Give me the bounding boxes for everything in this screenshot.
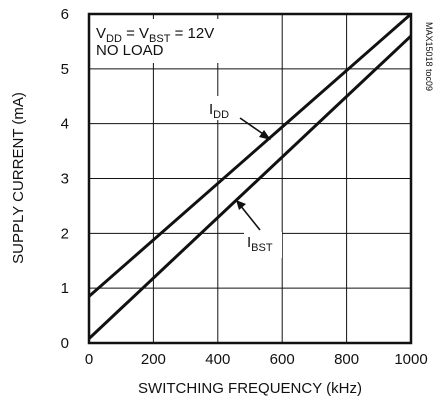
x-tick-label: 600 bbox=[270, 351, 295, 368]
series-label-idd: IDD bbox=[206, 96, 271, 140]
series-lines bbox=[87, 12, 413, 340]
series-line-ibst bbox=[87, 34, 413, 340]
condition-box bbox=[92, 19, 228, 63]
arrowhead-ibst bbox=[236, 200, 246, 210]
x-tick-label: 0 bbox=[85, 351, 93, 368]
x-tick-label: 800 bbox=[334, 351, 359, 368]
x-tick-label: 1000 bbox=[394, 351, 427, 368]
arrowhead-idd bbox=[259, 130, 271, 140]
condition-line-2: NO LOAD bbox=[96, 42, 164, 59]
y-tick-label: 3 bbox=[61, 171, 69, 188]
y-axis-label: SUPPLY CURRENT (mA) bbox=[10, 92, 27, 264]
y-tick-label: 0 bbox=[61, 335, 69, 352]
figure-code: MAX15018 toc09 bbox=[424, 22, 434, 91]
condition-line-1: VDD = VBST = 12V bbox=[96, 25, 214, 45]
plot-frame bbox=[87, 12, 413, 345]
svg-text:IDD: IDD bbox=[209, 101, 229, 121]
x-tick-label: 200 bbox=[141, 351, 166, 368]
x-axis-label: SWITCHING FREQUENCY (kHz) bbox=[138, 380, 362, 397]
y-tick-label: 1 bbox=[61, 280, 69, 297]
y-tick-label: 5 bbox=[61, 61, 69, 78]
y-tick-label: 4 bbox=[61, 116, 69, 133]
arrow-ibst bbox=[239, 204, 261, 231]
y-tick-label: 2 bbox=[61, 225, 69, 242]
series-line-idd bbox=[88, 12, 412, 298]
svg-text:IBST: IBST bbox=[247, 234, 273, 254]
series-label-ibst: IBST bbox=[236, 200, 282, 258]
arrow-idd bbox=[239, 117, 267, 137]
x-tick-label: 400 bbox=[205, 351, 230, 368]
y-tick-label: 6 bbox=[61, 6, 69, 23]
tick-labels: 0 200 400 600 800 1000 0 1 2 3 4 5 6 bbox=[61, 6, 428, 368]
